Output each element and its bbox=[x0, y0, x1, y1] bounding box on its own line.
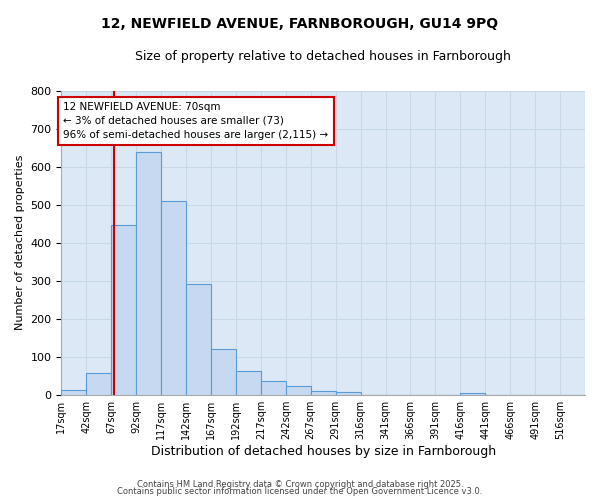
Bar bbox=[111, 225, 136, 394]
Bar bbox=[460, 393, 485, 394]
Bar bbox=[161, 201, 186, 394]
Bar bbox=[236, 371, 261, 394]
Bar bbox=[136, 152, 161, 394]
Text: 12 NEWFIELD AVENUE: 70sqm
← 3% of detached houses are smaller (73)
96% of semi-d: 12 NEWFIELD AVENUE: 70sqm ← 3% of detach… bbox=[64, 102, 329, 140]
Bar bbox=[261, 382, 286, 394]
Text: Contains HM Land Registry data © Crown copyright and database right 2025.: Contains HM Land Registry data © Crown c… bbox=[137, 480, 463, 489]
Text: 12, NEWFIELD AVENUE, FARNBOROUGH, GU14 9PQ: 12, NEWFIELD AVENUE, FARNBOROUGH, GU14 9… bbox=[101, 18, 499, 32]
Title: Size of property relative to detached houses in Farnborough: Size of property relative to detached ho… bbox=[135, 50, 511, 63]
Bar bbox=[211, 349, 236, 395]
Text: Contains public sector information licensed under the Open Government Licence v3: Contains public sector information licen… bbox=[118, 487, 482, 496]
Bar bbox=[311, 391, 335, 394]
X-axis label: Distribution of detached houses by size in Farnborough: Distribution of detached houses by size … bbox=[151, 444, 496, 458]
Bar bbox=[86, 373, 111, 394]
Bar bbox=[335, 392, 361, 394]
Bar bbox=[286, 386, 311, 394]
Bar bbox=[186, 284, 211, 395]
Y-axis label: Number of detached properties: Number of detached properties bbox=[15, 155, 25, 330]
Bar bbox=[61, 390, 86, 394]
